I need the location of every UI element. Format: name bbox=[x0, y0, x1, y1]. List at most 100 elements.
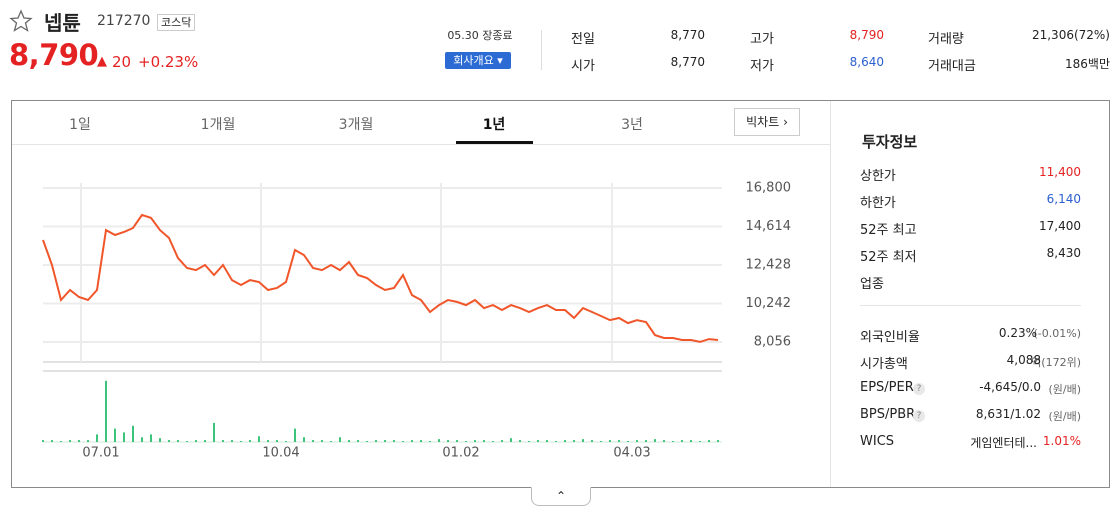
panel-separator bbox=[860, 305, 1081, 306]
volume-bar bbox=[528, 441, 530, 442]
invest-label: WICS bbox=[860, 434, 895, 449]
collapse-toggle[interactable]: ⌃ bbox=[531, 487, 591, 506]
volume-bar bbox=[465, 441, 467, 442]
volume-bar bbox=[132, 425, 134, 442]
tab[interactable]: 1년 bbox=[482, 117, 506, 133]
volume-bar bbox=[267, 440, 269, 442]
volume-bar bbox=[672, 441, 674, 442]
volume-bar bbox=[699, 441, 701, 442]
volume-bar bbox=[447, 440, 449, 442]
volume-bar bbox=[141, 437, 143, 442]
company-button[interactable]: 회사개요 ▾ bbox=[445, 52, 511, 69]
panel-divider bbox=[830, 101, 831, 487]
volume-bar bbox=[402, 441, 404, 442]
tab[interactable]: 3년 bbox=[621, 117, 643, 133]
volume-bar bbox=[321, 440, 323, 442]
volume-bar bbox=[627, 441, 629, 442]
invest-label: 외국인비율 bbox=[860, 330, 920, 345]
volume-bar bbox=[168, 440, 170, 442]
summary-label: 거래량 bbox=[928, 32, 964, 47]
volume-bar bbox=[609, 440, 611, 442]
invest-value: 8,631/1.02 bbox=[975, 407, 1041, 421]
volume-bar bbox=[483, 440, 485, 442]
volume-bar bbox=[708, 440, 710, 442]
price-line bbox=[42, 213, 719, 343]
volume-bar bbox=[555, 441, 557, 442]
y-tick-label: 16,800 bbox=[746, 181, 792, 196]
volume-bar bbox=[690, 440, 692, 442]
y-tick-label: 10,242 bbox=[746, 296, 792, 311]
volume-bar bbox=[330, 441, 332, 442]
volume-bar bbox=[618, 440, 620, 442]
volume-bar bbox=[195, 440, 197, 442]
summary-value: 21,306(72%) bbox=[1031, 28, 1110, 42]
up-arrow: ▲ bbox=[97, 54, 107, 69]
volume-bar bbox=[204, 440, 206, 442]
volume-bar bbox=[420, 440, 422, 442]
tab[interactable]: 3개월 bbox=[338, 117, 374, 133]
tab[interactable]: 1일 bbox=[69, 117, 91, 133]
volume-bar bbox=[636, 440, 638, 442]
summary-label: 거래대금 bbox=[928, 59, 976, 74]
volume-bar bbox=[546, 440, 548, 442]
volume-bar bbox=[51, 440, 53, 442]
volume-bar bbox=[285, 441, 287, 442]
help-icon: ? bbox=[913, 383, 925, 395]
change-rate: +0.23% bbox=[138, 53, 199, 71]
x-tick-label: 04.03 bbox=[613, 446, 650, 461]
invest-value: 4,088 bbox=[1006, 353, 1041, 367]
invest-label: 상한가 bbox=[860, 169, 896, 184]
invest-label: BPS/PBR bbox=[860, 407, 916, 422]
invest-value: 0.23% bbox=[998, 326, 1037, 340]
volume-bar bbox=[69, 440, 71, 442]
volume-bar bbox=[222, 440, 224, 442]
volume-bar bbox=[357, 440, 359, 442]
x-tick-label: 07.01 bbox=[82, 446, 119, 461]
summary-value: 8,790 bbox=[849, 28, 884, 42]
stock-name: 넵튠 bbox=[44, 11, 81, 35]
favorite-star[interactable] bbox=[9, 9, 33, 33]
invest-value: 6,140 bbox=[1046, 192, 1081, 206]
volume-bar bbox=[717, 440, 719, 442]
divider bbox=[541, 30, 542, 70]
help-icon: ? bbox=[913, 410, 925, 422]
volume-bar bbox=[96, 434, 98, 442]
invest-value: 17,400 bbox=[1039, 219, 1081, 233]
volume-bar bbox=[339, 437, 341, 442]
volume-bar bbox=[366, 441, 368, 442]
market-status: 05.30 장종료 bbox=[447, 29, 513, 42]
invest-label: 업종 bbox=[860, 277, 884, 292]
market-badge: 코스닥 bbox=[157, 14, 196, 31]
invest-label: EPS/PER bbox=[860, 380, 914, 395]
big-chart-label: 빅차트 bbox=[746, 115, 780, 129]
invest-sub: (원/배) bbox=[1048, 410, 1081, 423]
volume-bar bbox=[429, 441, 431, 442]
volume-bar bbox=[258, 436, 260, 442]
volume-bar bbox=[78, 440, 80, 442]
volume-bar bbox=[582, 439, 584, 442]
volume-bar bbox=[600, 441, 602, 442]
volume-bar bbox=[105, 380, 107, 442]
volume-bar bbox=[123, 432, 125, 442]
volume-bar bbox=[114, 428, 116, 442]
volume-bar bbox=[42, 440, 44, 442]
volume-bar bbox=[663, 440, 665, 442]
volume-bar bbox=[411, 440, 413, 442]
invest-label: 52주 최저 bbox=[860, 250, 917, 265]
price: 8,790 bbox=[9, 38, 99, 72]
invest-label: 시가총액 bbox=[860, 357, 908, 372]
big-chart-button[interactable]: 빅차트 › bbox=[734, 108, 800, 136]
y-tick-label: 12,428 bbox=[746, 257, 792, 272]
volume-bar bbox=[501, 440, 503, 442]
volume-bar bbox=[294, 428, 296, 442]
volume-bar bbox=[564, 440, 566, 442]
volume-bar bbox=[438, 439, 440, 442]
volume-bar bbox=[312, 440, 314, 442]
volume-bar bbox=[150, 434, 152, 442]
summary-label: 전일 bbox=[571, 32, 595, 47]
volume-bar bbox=[510, 438, 512, 442]
y-tick-label: 8,056 bbox=[754, 334, 791, 349]
tab[interactable]: 1개월 bbox=[200, 117, 236, 133]
stock-code: 217270 bbox=[97, 13, 151, 29]
